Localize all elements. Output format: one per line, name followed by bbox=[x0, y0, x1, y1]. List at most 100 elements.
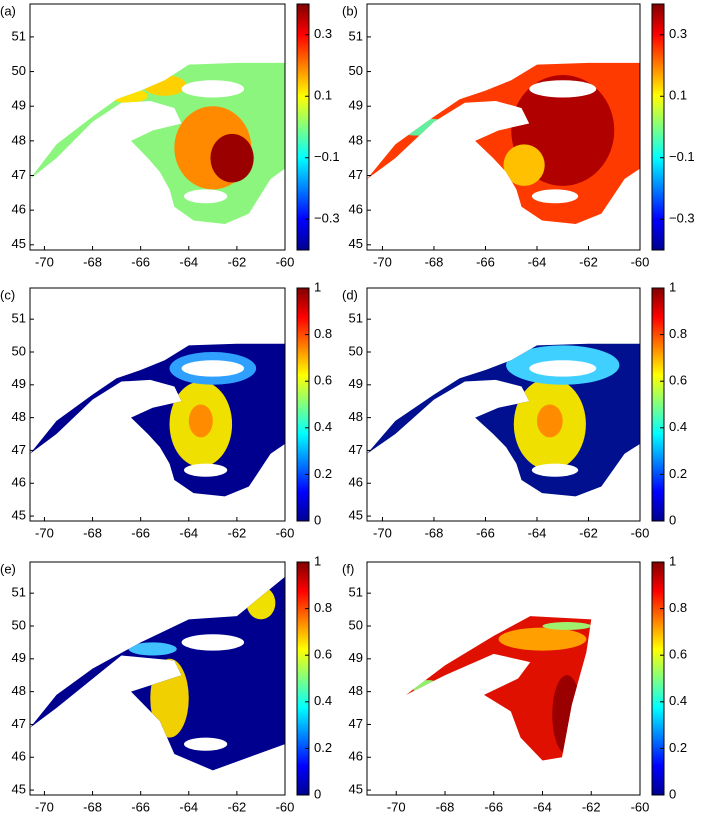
colorbar bbox=[651, 3, 665, 251]
colorbar-tick-label: 0.6 bbox=[669, 373, 687, 388]
island bbox=[183, 189, 228, 204]
colorbar-tick-label: 1 bbox=[669, 553, 676, 568]
x-tick-label: -66 bbox=[131, 799, 150, 813]
y-tick-label: 45 bbox=[12, 508, 26, 523]
map-region bbox=[30, 576, 285, 771]
colorbar-tick-label: 0.2 bbox=[669, 466, 687, 481]
map-region bbox=[406, 616, 592, 761]
y-tick-label: 50 bbox=[12, 63, 26, 78]
colorbar-tick-label: 0.2 bbox=[314, 740, 332, 755]
x-tick-label: -68 bbox=[425, 525, 444, 540]
island bbox=[529, 80, 597, 98]
y-tick-label: 49 bbox=[349, 376, 363, 391]
colorbar-tick-label: 0 bbox=[314, 786, 321, 801]
y-tick-label: 51 bbox=[349, 28, 363, 43]
map-patch bbox=[552, 675, 582, 754]
map-patch bbox=[128, 642, 177, 656]
map-patch bbox=[109, 88, 148, 103]
panel-label: (a) bbox=[0, 3, 16, 18]
plot-frame bbox=[366, 561, 641, 796]
x-tick-label: -70 bbox=[35, 525, 54, 540]
plot-frame bbox=[29, 287, 286, 522]
colorbar-tick-label: 0.3 bbox=[669, 26, 687, 41]
x-tick-label: -60 bbox=[276, 254, 295, 269]
x-tick-label: -70 bbox=[35, 254, 54, 269]
x-tick-label: -68 bbox=[425, 254, 444, 269]
y-tick-label: 49 bbox=[349, 650, 363, 665]
x-tick-label: -66 bbox=[476, 254, 495, 269]
y-tick-label: 48 bbox=[12, 132, 26, 147]
x-tick-label: -66 bbox=[476, 525, 495, 540]
colorbar bbox=[296, 287, 310, 522]
colorbar-tick-label: 0.4 bbox=[314, 693, 332, 708]
colorbar-tick-label: 0.4 bbox=[669, 693, 687, 708]
y-tick-label: 46 bbox=[349, 749, 363, 764]
x-tick-label: -60 bbox=[631, 254, 650, 269]
y-tick-label: 50 bbox=[349, 63, 363, 78]
colorbar-tick-label: 0 bbox=[314, 512, 321, 527]
x-tick-label: -60 bbox=[631, 799, 650, 813]
island bbox=[183, 737, 228, 751]
plot-frame bbox=[29, 561, 286, 796]
colorbar-tick-label: 0 bbox=[669, 786, 676, 801]
map-patch bbox=[385, 118, 458, 136]
x-tick-label: -62 bbox=[227, 799, 246, 813]
x-tick-label: -64 bbox=[528, 525, 547, 540]
colorbar-tick-label: 1 bbox=[669, 279, 676, 294]
panel-label: (d) bbox=[342, 287, 358, 302]
y-tick-label: 49 bbox=[12, 376, 26, 391]
colorbar-tick-label: 0.6 bbox=[314, 373, 332, 388]
y-tick-label: 50 bbox=[349, 343, 363, 358]
y-tick-label: 51 bbox=[349, 311, 363, 326]
y-tick-label: 48 bbox=[349, 409, 363, 424]
map-patch bbox=[143, 75, 187, 96]
colorbar-tick-label: −0.1 bbox=[314, 149, 340, 164]
y-tick-label: 46 bbox=[12, 749, 26, 764]
y-tick-label: 48 bbox=[349, 132, 363, 147]
map-patch bbox=[150, 658, 189, 738]
colorbar bbox=[651, 287, 665, 522]
colorbar-tick-label: 0.6 bbox=[669, 647, 687, 662]
y-tick-label: 46 bbox=[12, 475, 26, 490]
map-patch bbox=[413, 680, 443, 697]
y-tick-label: 51 bbox=[12, 585, 26, 600]
colorbar-tick-label: 1 bbox=[314, 553, 321, 568]
colorbar-tick-label: 0.4 bbox=[314, 419, 332, 434]
colorbar-tick-label: 0.2 bbox=[314, 466, 332, 481]
plot-frame bbox=[29, 3, 286, 251]
y-tick-label: 51 bbox=[12, 28, 26, 43]
island bbox=[181, 634, 245, 651]
y-tick-label: 51 bbox=[12, 311, 26, 326]
colorbar-tick-label: 0.4 bbox=[669, 419, 687, 434]
x-tick-label: -60 bbox=[276, 799, 295, 813]
x-tick-label: -60 bbox=[276, 525, 295, 540]
y-tick-label: 45 bbox=[349, 508, 363, 523]
colorbar-tick-label: 0.1 bbox=[314, 88, 332, 103]
y-tick-label: 50 bbox=[349, 617, 363, 632]
x-tick-label: -68 bbox=[83, 799, 102, 813]
x-tick-label: -62 bbox=[582, 799, 601, 813]
map-patch bbox=[542, 622, 592, 630]
panel-label: (e) bbox=[0, 561, 16, 576]
x-tick-label: -70 bbox=[373, 525, 392, 540]
y-tick-label: 45 bbox=[12, 236, 26, 251]
y-tick-label: 50 bbox=[12, 617, 26, 632]
y-tick-label: 49 bbox=[12, 98, 26, 113]
colorbar-tick-label: −0.3 bbox=[314, 211, 340, 226]
island bbox=[181, 360, 245, 377]
y-tick-label: 49 bbox=[12, 650, 26, 665]
x-tick-label: -64 bbox=[528, 254, 547, 269]
colorbar-tick-label: 0.3 bbox=[314, 26, 332, 41]
colorbar-tick-label: 0.8 bbox=[669, 600, 687, 615]
y-tick-label: 45 bbox=[349, 236, 363, 251]
y-tick-label: 48 bbox=[12, 683, 26, 698]
y-tick-label: 45 bbox=[349, 782, 363, 797]
x-tick-label: -64 bbox=[179, 254, 198, 269]
x-tick-label: -64 bbox=[179, 525, 198, 540]
panel-label: (c) bbox=[0, 287, 15, 302]
y-tick-label: 46 bbox=[349, 202, 363, 217]
y-tick-label: 49 bbox=[349, 98, 363, 113]
x-tick-label: -64 bbox=[179, 799, 198, 813]
map-patch bbox=[498, 627, 587, 651]
x-tick-label: -66 bbox=[131, 525, 150, 540]
